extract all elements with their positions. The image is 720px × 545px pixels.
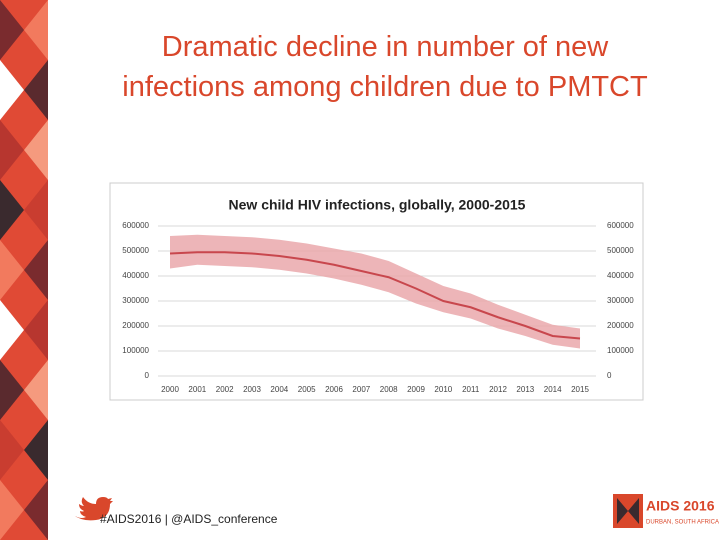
- x-tick-label: 2000: [161, 385, 179, 394]
- x-tick-label: 2014: [544, 385, 562, 394]
- estimate-line: [169, 251, 581, 340]
- y-tick-label: 200000: [122, 321, 149, 330]
- y-tick-label: 600000: [122, 221, 149, 230]
- logo-sub: DURBAN, SOUTH AFRICA: [646, 520, 719, 526]
- x-tick-label: 2003: [243, 385, 261, 394]
- y-tick-label: 0: [145, 371, 150, 380]
- chart-title: New child HIV infections, globally, 2000…: [229, 197, 526, 213]
- x-tick-label: 2004: [270, 385, 288, 394]
- y2-tick-label: 200000: [607, 321, 634, 330]
- chart-frame: [109, 182, 644, 401]
- x-tick-label: 2002: [216, 385, 234, 394]
- y2-tick-label: 600000: [607, 221, 634, 230]
- twitter-icon: [72, 497, 113, 521]
- y-tick-label: 400000: [122, 271, 149, 280]
- logo-text: AIDS 2016: [646, 498, 715, 514]
- x-tick-label: 2015: [571, 385, 589, 394]
- y-tick-label: 500000: [122, 246, 149, 255]
- x-tick-label: 2006: [325, 385, 343, 394]
- x-tick-label: 2007: [352, 385, 370, 394]
- x-tick-label: 2005: [298, 385, 316, 394]
- y2-tick-label: 400000: [607, 271, 634, 280]
- x-tick-label: 2009: [407, 385, 425, 394]
- decoration-strip: [0, 0, 48, 540]
- x-tick-label: 2008: [380, 385, 398, 394]
- x-tick-label: 2010: [434, 385, 452, 394]
- y-tick-label: 100000: [122, 346, 149, 355]
- x-tick-label: 2011: [462, 385, 480, 394]
- slide-title: Dramatic decline in number of new infecti…: [122, 31, 648, 103]
- y2-tick-label: 0: [607, 371, 612, 380]
- hashtag: #AIDS2016 | @AIDS_conference: [100, 512, 278, 526]
- y2-tick-label: 300000: [607, 296, 634, 305]
- plot: 0 100000 200000 300000 400000 500000 600000 0 10…: [122, 221, 634, 394]
- y2-tick-label: 100000: [607, 346, 634, 355]
- logo: AIDS 2016 DURBAN, SOUTH AFRICA: [613, 494, 719, 528]
- y-tick-label: 300000: [122, 296, 149, 305]
- y2-tick-label: 500000: [607, 246, 634, 255]
- x-tick-label: 2012: [489, 385, 507, 394]
- x-tick-label: 2001: [188, 385, 206, 394]
- uncertainty-band: [170, 234, 580, 349]
- x-tick-label: 2013: [516, 385, 534, 394]
